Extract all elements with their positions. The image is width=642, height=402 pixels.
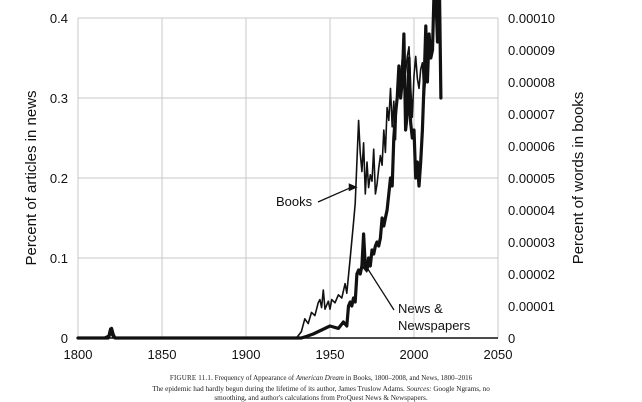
- right-axis-title: Percent of words in books: [570, 92, 587, 265]
- right-tick-0.00010: 0.00010: [508, 11, 555, 26]
- x-axis-ticks: 1800 1850 1900 1950 2000 2050: [64, 347, 513, 362]
- figure-caption-title: FIGURE 11.1. Frequency of Appearance of …: [169, 374, 473, 382]
- caption-line2-suffix: Google Ngrams, no: [431, 385, 490, 393]
- x-tick-1850: 1850: [148, 347, 177, 362]
- left-tick-0.1: 0.1: [50, 251, 68, 266]
- right-tick-0.00008: 0.00008: [508, 75, 555, 90]
- left-tick-0: 0: [61, 331, 68, 346]
- gridlines: [77, 17, 499, 339]
- caption-sources-label: Sources:: [406, 385, 432, 393]
- figure-caption-body: The epidemic had hardly begun during the…: [0, 385, 642, 393]
- annotation-books-arrow-line: [317, 186, 352, 203]
- series-group: [76, 0, 443, 340]
- annotation-news-arrowhead: [360, 265, 370, 273]
- x-tick-1800: 1800: [64, 347, 93, 362]
- annotation-books-arrowhead: [348, 183, 358, 192]
- series-line-books: [77, 45, 429, 339]
- right-tick-0.00009: 0.00009: [508, 43, 555, 58]
- right-tick-0.00004: 0.00004: [508, 203, 555, 218]
- caption-line3: smoothing, and author's calculations fro…: [214, 394, 428, 402]
- figure-caption-body-cont: smoothing, and author's calculations fro…: [0, 394, 642, 402]
- annotation-books-label: Books: [276, 194, 313, 209]
- right-tick-0.00002: 0.00002: [508, 267, 555, 282]
- left-tick-0.2: 0.2: [50, 171, 68, 186]
- left-axis-title: Percent of articles in news: [23, 90, 40, 265]
- annotations: Books News & Newspapers: [276, 183, 471, 333]
- caption-line1-suffix: in Books, 1800–2008, and News, 1800–2016: [344, 374, 473, 382]
- right-axis-ticks: 0 0.00001 0.00002 0.00003 0.00004 0.00005 0.00…: [508, 11, 555, 346]
- x-tick-2050: 2050: [484, 347, 513, 362]
- series-line-news: [76, 0, 443, 340]
- x-tick-1900: 1900: [232, 347, 261, 362]
- right-tick-0.00003: 0.00003: [508, 235, 555, 250]
- annotation-news-arrow-line: [367, 268, 395, 311]
- x-tick-2000: 2000: [400, 347, 429, 362]
- right-tick-0.00001: 0.00001: [508, 299, 555, 314]
- caption-line2-prefix: The epidemic had hardly begun during the…: [152, 385, 407, 393]
- right-tick-0.00007: 0.00007: [508, 107, 555, 122]
- figure-label: FIGURE 11.1: [169, 374, 212, 382]
- right-tick-0.00006: 0.00006: [508, 139, 555, 154]
- left-tick-0.3: 0.3: [50, 91, 68, 106]
- caption-line1-italic: American Dream: [295, 374, 344, 382]
- caption-line1-prefix: Frequency of Appearance of: [214, 374, 296, 382]
- chart: 1800 1850 1900 1950 2000 2050 0 0.1 0.2 0.3 0.4 0…: [23, 0, 587, 362]
- left-axis-ticks: 0 0.1 0.2 0.3 0.4: [50, 11, 68, 346]
- annotation-news-label-line1: News &: [398, 301, 443, 316]
- right-tick-0: 0: [508, 331, 515, 346]
- x-tick-1950: 1950: [316, 347, 345, 362]
- annotation-news-label-line2: Newspapers: [398, 318, 471, 333]
- right-tick-0.00005: 0.00005: [508, 171, 555, 186]
- left-tick-0.4: 0.4: [50, 11, 68, 26]
